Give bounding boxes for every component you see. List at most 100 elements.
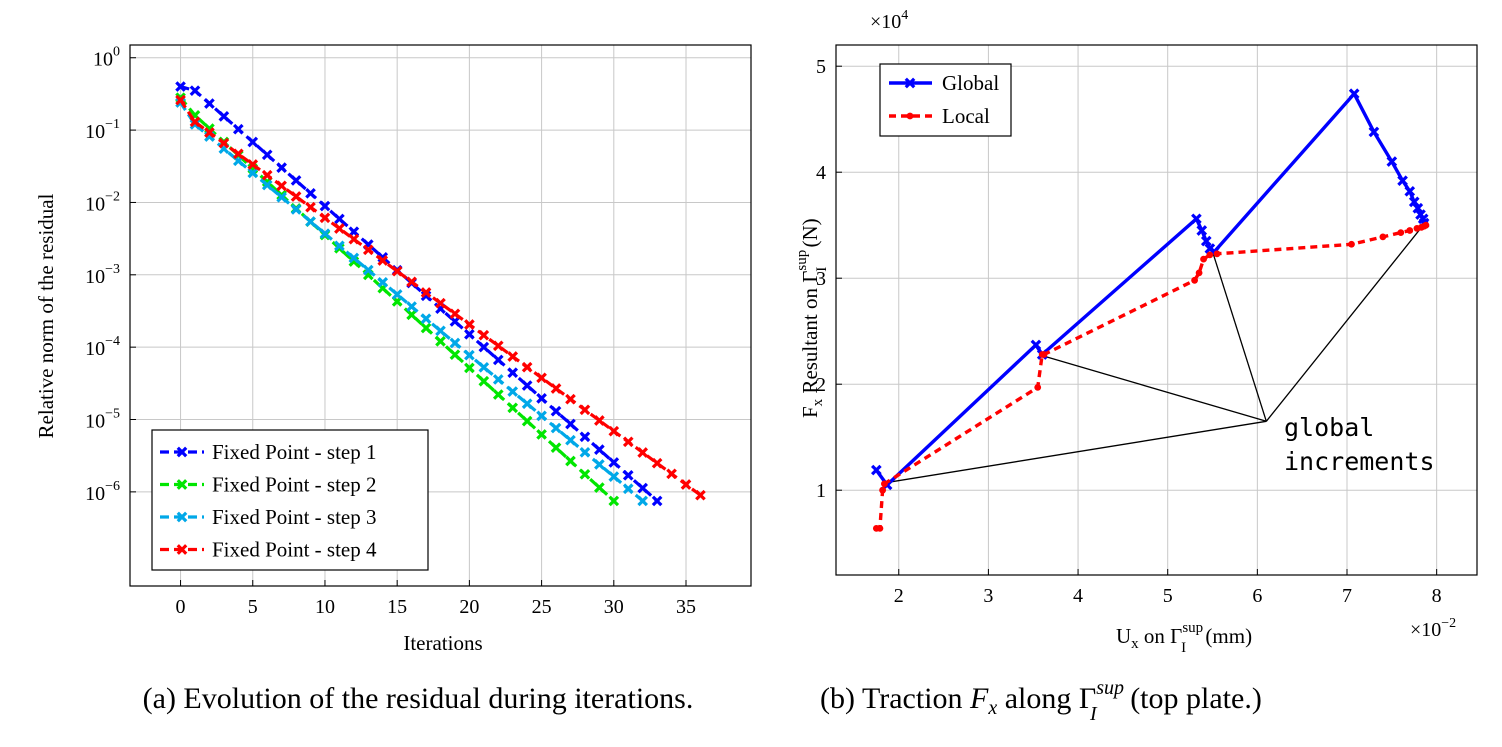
a-point: [362, 264, 374, 276]
a-point: [507, 367, 519, 379]
a-point: [435, 297, 446, 309]
a-point: [261, 179, 273, 191]
a-point: [334, 223, 345, 234]
a-tick-label-x: 5: [248, 596, 258, 618]
b-legend-box: [879, 63, 1012, 137]
b-series-line-local: [876, 223, 1427, 531]
a-point: [492, 389, 504, 400]
a-point: [622, 469, 634, 481]
a-point: [435, 336, 446, 347]
a-legend-box: [151, 429, 429, 571]
b-tick-label-y: 2: [816, 374, 826, 396]
b-plot-frame: [835, 44, 1478, 576]
b-series: [871, 88, 1430, 532]
a-point: [464, 362, 475, 374]
a-point: [550, 442, 562, 454]
a-legend-label: Fixed Point - step 2: [212, 473, 377, 497]
a-caption: (a) Evolution of the residual during ite…: [143, 682, 694, 715]
a-point: [492, 354, 504, 366]
a-tick-label-y: 10−2: [85, 189, 120, 215]
b-tick-label-x: 8: [1432, 585, 1442, 607]
a-legend-marker: [176, 446, 188, 458]
a-point: [232, 148, 244, 160]
a-point: [420, 287, 432, 298]
a-point: [348, 233, 360, 245]
a-legend-label: Fixed Point - step 4: [212, 538, 377, 562]
b-legend-label: Global: [942, 71, 999, 95]
a-point: [189, 119, 201, 130]
a-point: [449, 349, 461, 360]
a-point: [507, 351, 519, 362]
a-point: [406, 276, 417, 288]
b-point: [871, 464, 882, 476]
a-point: [622, 483, 634, 495]
a-point: [305, 216, 316, 227]
a-tick-label-x: 35: [676, 596, 696, 618]
b-point: [879, 486, 887, 494]
a-tick-label-x: 0: [176, 596, 186, 618]
a-point: [305, 187, 316, 199]
a-point: [290, 191, 302, 202]
b-point: [1397, 229, 1405, 237]
b-point: [1386, 156, 1398, 167]
a-point: [536, 429, 547, 440]
a-point: [680, 479, 692, 490]
b-tick-label-y: 3: [816, 268, 826, 290]
b-point: [1412, 202, 1424, 214]
a-point: [637, 447, 649, 458]
b-tick-label-x: 7: [1342, 585, 1352, 607]
b-point: [1406, 227, 1414, 234]
b-point: [1195, 269, 1203, 277]
a-point: [608, 495, 620, 507]
b-annotation-line1: global: [1284, 413, 1374, 442]
a-point: [637, 482, 649, 494]
a-point: [449, 308, 461, 320]
a-point: [305, 201, 316, 213]
a-legend-label: Fixed Point - step 1: [212, 440, 377, 464]
b-caption: (b) Traction Fx along Γsup I (top plate.): [820, 677, 1262, 725]
b-point: [1191, 276, 1199, 284]
a-point: [319, 200, 331, 212]
a-point: [464, 349, 475, 361]
a-point: [435, 325, 446, 337]
a-point: [377, 276, 389, 288]
a-tick-label-x: 15: [387, 596, 407, 618]
b-legend-label: Local: [942, 104, 990, 128]
a-point: [247, 159, 259, 170]
a-point: [391, 265, 403, 277]
b-point: [1213, 250, 1221, 258]
b-tick-label-y: 5: [816, 56, 826, 78]
a-point: [261, 149, 273, 161]
b-point: [1348, 88, 1360, 100]
a-point: [290, 175, 302, 186]
b-point: [1196, 225, 1208, 236]
a-tick-label-y: 10−3: [85, 262, 120, 288]
b-legend: Global Local: [879, 63, 1012, 137]
b-ylabel: Fx Resultant on Γsup I (N): [794, 218, 830, 418]
a-point: [218, 111, 230, 122]
a-point: [550, 383, 562, 394]
a-point: [608, 471, 620, 482]
a-point: [579, 431, 591, 443]
a-legend-marker: [176, 544, 188, 555]
a-point: [204, 127, 215, 138]
a-point: [247, 136, 259, 148]
b-annotation-leader: [885, 420, 1267, 484]
b-tick-label-x: 6: [1252, 585, 1262, 607]
a-legend-label: Fixed Point - step 3: [212, 505, 377, 529]
a-point: [276, 191, 287, 203]
a-tick-label-x: 25: [532, 596, 552, 618]
b-x-multiplier: ×10−2: [1410, 616, 1456, 641]
a-point: [204, 98, 215, 109]
a-tick-label-y: 100: [93, 45, 120, 71]
b-annotation-leader: [1042, 354, 1267, 422]
a-point: [666, 468, 677, 480]
a-point: [507, 402, 519, 414]
a-point: [478, 341, 490, 353]
b-point: [881, 480, 888, 488]
b-legend-marker: [906, 112, 914, 120]
a-point: [608, 425, 620, 437]
a-legend: Fixed Point - step 1 Fixed Point - step 2…: [151, 429, 429, 571]
a-point: [550, 422, 562, 434]
b-y-multiplier: ×104: [870, 8, 908, 33]
